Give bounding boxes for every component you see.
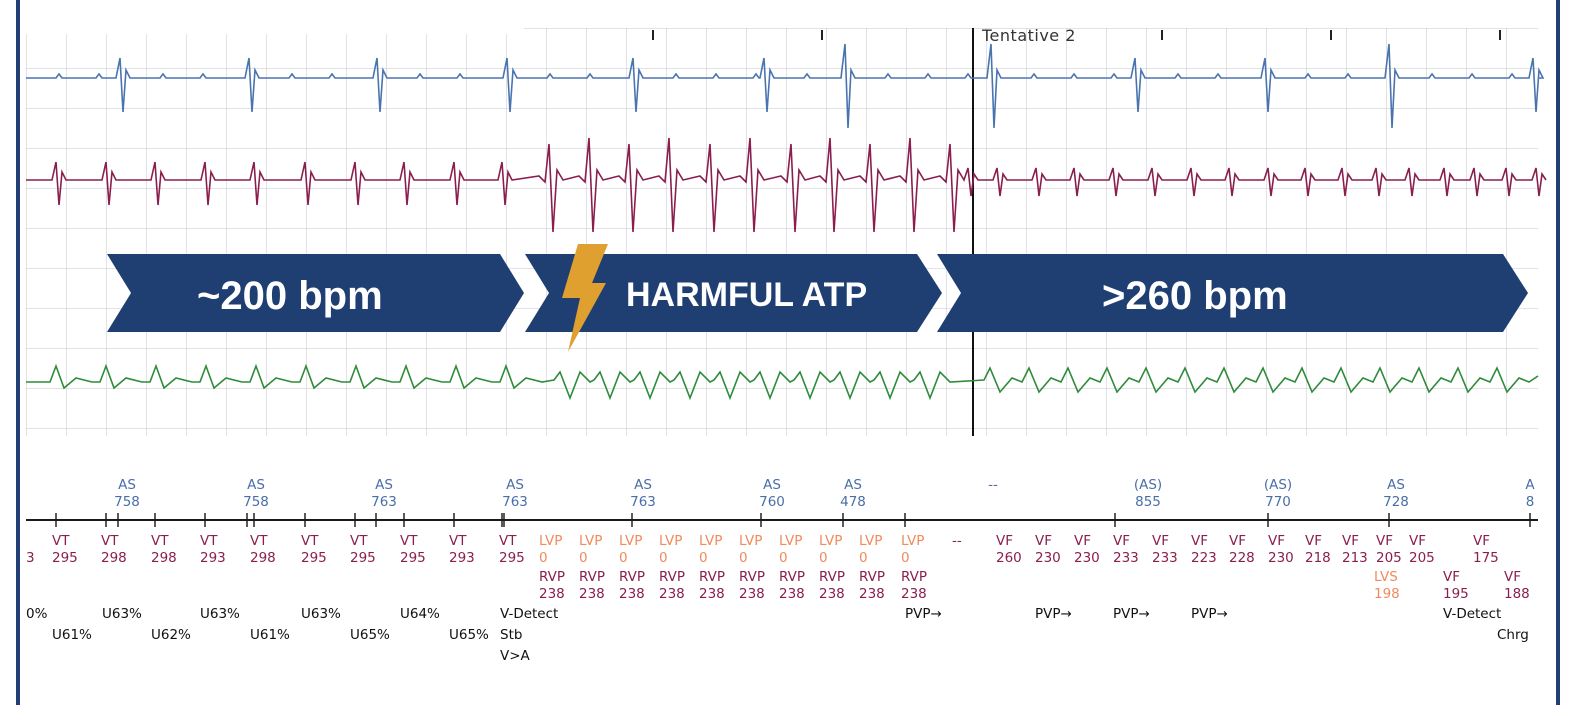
vf-marker: VF 175 — [1473, 533, 1499, 566]
vt-marker: 3 — [26, 550, 35, 566]
atrial-marker: (AS) 855 — [1133, 477, 1163, 510]
atrial-marker: AS 758 — [114, 477, 140, 510]
lvp-marker: LVP 0 — [779, 533, 803, 566]
episode-marker-label: Tentative 2 — [982, 26, 1076, 45]
lvp-marker: LVP 0 — [739, 533, 763, 566]
status-text: Stb — [500, 627, 523, 643]
vf-marker: VF 260 — [996, 533, 1022, 566]
status-text: V>A — [500, 648, 530, 664]
status-text: U65% — [350, 627, 390, 643]
status-text: PVP→ — [1191, 606, 1228, 622]
lvp-marker: LVP 0 — [901, 533, 925, 566]
vf-marker: VF 228 — [1229, 533, 1255, 566]
status-text: 0% — [26, 606, 48, 622]
far-field-egm-trace — [26, 363, 1539, 401]
vt-marker: VT 295 — [499, 533, 525, 566]
status-text: PVP→ — [1113, 606, 1150, 622]
ventricular-egm-trace — [26, 137, 1547, 233]
vt-marker: VT 295 — [52, 533, 78, 566]
lvp-marker: LVP 0 — [659, 533, 683, 566]
rvp-marker: RVP 238 — [779, 569, 806, 602]
vt-marker: VT 298 — [151, 533, 177, 566]
vf-marker: VF 233 — [1152, 533, 1178, 566]
vf-marker: VF 218 — [1305, 533, 1331, 566]
vt-marker: VT 295 — [350, 533, 376, 566]
rvp-marker: RVP 238 — [859, 569, 886, 602]
rvp-marker: RVP 238 — [619, 569, 646, 602]
status-text: U65% — [449, 627, 489, 643]
frame-border — [16, 0, 1560, 705]
status-text: PVP→ — [1035, 606, 1072, 622]
status-text: V-Detect — [1443, 606, 1502, 622]
rvp-marker: RVP 238 — [901, 569, 928, 602]
vt-marker: VT 293 — [200, 533, 226, 566]
vf-marker: VF 213 — [1342, 533, 1368, 566]
top-ticks — [652, 30, 1501, 40]
banner-therapy-label: HARMFUL ATP — [626, 276, 868, 314]
vf-marker: VF 205 — [1409, 533, 1435, 566]
atrial-marker: AS 763 — [371, 477, 397, 510]
vt-marker: VT 293 — [449, 533, 475, 566]
egm-grid — [26, 28, 1538, 436]
rvp-marker: RVP 238 — [819, 569, 846, 602]
vf-marker: VF 205 — [1376, 533, 1402, 566]
atrial-egm-trace — [26, 43, 1545, 129]
lvs-marker: LVS 198 — [1374, 569, 1400, 602]
atrial-marker: AS 478 — [840, 477, 866, 510]
lvp-marker: LVP 0 — [819, 533, 843, 566]
atrial-marker: -- — [988, 477, 998, 493]
lightning-bolt-icon — [562, 244, 608, 352]
status-text: U61% — [52, 627, 92, 643]
rvp-marker: RVP 238 — [579, 569, 606, 602]
rvp-marker: RVP 238 — [699, 569, 726, 602]
atrial-marker: AS 763 — [502, 477, 528, 510]
rvp-marker: RVP 238 — [739, 569, 766, 602]
vf-marker: VF 188 — [1504, 569, 1530, 602]
status-text: U61% — [250, 627, 290, 643]
banner-rate-before-label: ~200 bpm — [197, 274, 383, 318]
banner-rate-before — [107, 254, 524, 332]
rvp-marker: RVP 238 — [659, 569, 686, 602]
status-text: V-Detect — [500, 606, 559, 622]
atrial-marker: AS 728 — [1383, 477, 1409, 510]
marker-baseline — [26, 519, 1538, 521]
vt-marker: VT 295 — [400, 533, 426, 566]
banner-therapy — [525, 254, 942, 332]
vf-marker: VF 233 — [1113, 533, 1139, 566]
lvp-marker: LVP 0 — [859, 533, 883, 566]
lvp-marker: LVP 0 — [699, 533, 723, 566]
vf-marker: VF 223 — [1191, 533, 1217, 566]
banner-rate-after — [937, 254, 1528, 332]
status-text: PVP→ — [905, 606, 942, 622]
vt-marker: VT 298 — [101, 533, 127, 566]
status-text: Chrg — [1497, 627, 1529, 643]
atrial-marker: AS 758 — [243, 477, 269, 510]
atrial-marker: AS 763 — [630, 477, 656, 510]
atrial-marker: AS 760 — [759, 477, 785, 510]
banner-rate-after-label: >260 bpm — [1102, 274, 1288, 318]
grid-top-gap — [26, 28, 524, 34]
lvp-marker: LVP 0 — [579, 533, 603, 566]
vf-marker: VF 195 — [1443, 569, 1469, 602]
status-text: U62% — [151, 627, 191, 643]
lvp-marker: LVP 0 — [619, 533, 643, 566]
atp-end-marker: -- — [952, 533, 962, 549]
vt-marker: VT 295 — [301, 533, 327, 566]
status-text: U63% — [102, 606, 142, 622]
rvp-marker: RVP 238 — [539, 569, 566, 602]
vf-marker: VF 230 — [1035, 533, 1061, 566]
vt-marker: VT 298 — [250, 533, 276, 566]
atrial-marker: (AS) 770 — [1263, 477, 1293, 510]
status-text: U64% — [400, 606, 440, 622]
vf-marker: VF 230 — [1074, 533, 1100, 566]
status-text: U63% — [301, 606, 341, 622]
vf-marker: VF 230 — [1268, 533, 1294, 566]
status-text: U63% — [200, 606, 240, 622]
lvp-marker: LVP 0 — [539, 533, 563, 566]
